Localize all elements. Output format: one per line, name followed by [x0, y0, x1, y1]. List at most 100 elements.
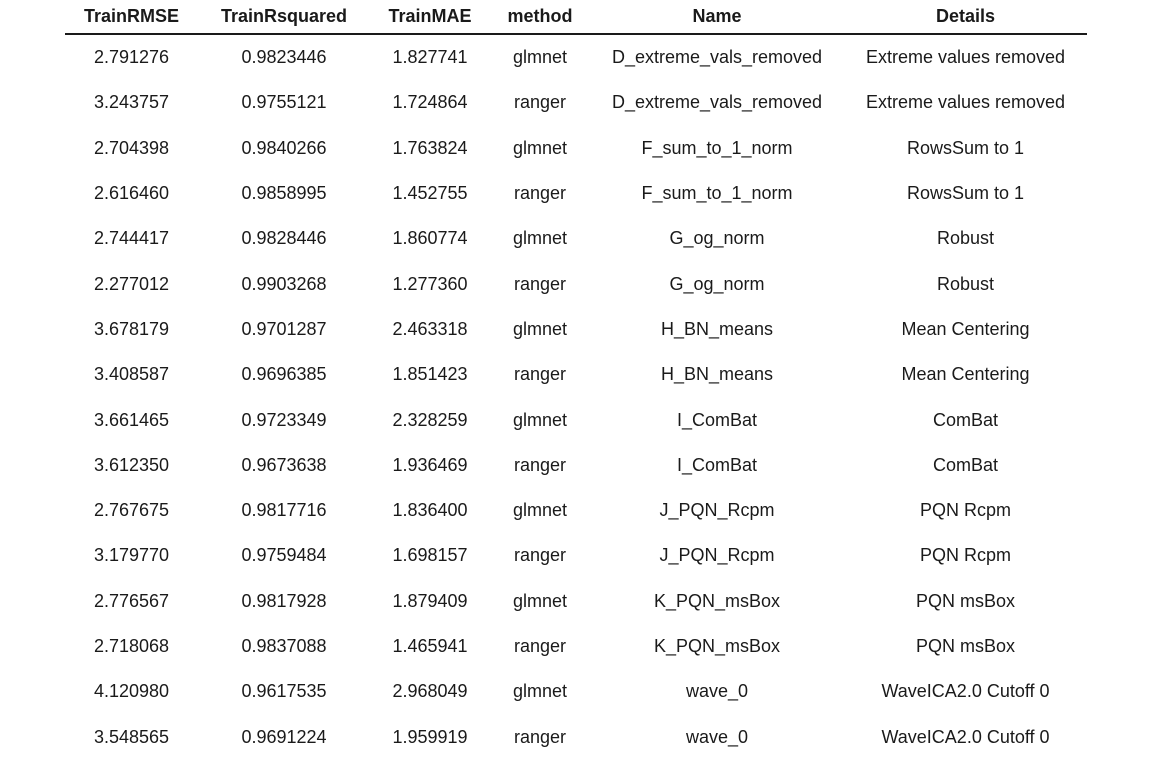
cell-method: glmnet — [512, 137, 568, 158]
cell-train-rmse: 2.277012 — [93, 273, 170, 294]
cell-method: ranger — [513, 454, 567, 475]
table-row: 3.612350 0.9673638 1.936469 ranger I_ComBat C… — [65, 443, 1087, 488]
cell-train-rmse: 2.791276 — [93, 47, 170, 68]
table-row: 3.408587 0.9696385 1.851423 ranger H_BN_mean… — [65, 352, 1087, 397]
cell-method: ranger — [513, 183, 567, 204]
cell-name: I_ComBat — [676, 454, 758, 475]
cell-details: Mean Centering — [901, 318, 1030, 339]
cell-train-mae: 2.968049 — [392, 681, 468, 702]
cell-details: RowsSum to 1 — [906, 183, 1025, 204]
column-header-details: Details — [844, 0, 1087, 35]
cell-method: ranger — [513, 726, 567, 747]
cell-name: J_PQN_Rcpm — [659, 500, 775, 521]
cell-train-rsquared: 0.9858995 — [241, 183, 327, 204]
cell-train-rmse: 4.120980 — [93, 681, 170, 702]
cell-name: D_extreme_vals_removed — [611, 92, 823, 113]
cell-details: Mean Centering — [901, 364, 1030, 385]
cell-train-mae: 1.836400 — [392, 500, 468, 521]
table-row: 2.704398 0.9840266 1.763824 glmnet F_sum_to_… — [65, 126, 1087, 171]
cell-train-rsquared: 0.9723349 — [241, 409, 327, 430]
table-row: 3.548565 0.9691224 1.959919 ranger wave_0 Wav… — [65, 714, 1087, 759]
cell-details: WaveICA2.0 Cutoff 0 — [881, 681, 1050, 702]
cell-train-rsquared: 0.9817716 — [241, 500, 327, 521]
cell-name: G_og_norm — [669, 273, 765, 294]
cell-details: WaveICA2.0 Cutoff 0 — [881, 726, 1050, 747]
cell-train-rsquared: 0.9696385 — [241, 364, 327, 385]
cell-train-mae: 1.452755 — [392, 183, 468, 204]
cell-details: ComBat — [932, 454, 999, 475]
cell-details: Robust — [936, 273, 995, 294]
cell-name: wave_0 — [685, 681, 749, 702]
cell-method: glmnet — [512, 228, 568, 249]
column-header-train-mae: TrainMAE — [370, 0, 490, 35]
cell-name: D_extreme_vals_removed — [611, 47, 823, 68]
cell-details: ComBat — [932, 409, 999, 430]
cell-train-rmse: 2.704398 — [93, 137, 170, 158]
cell-train-rsquared: 0.9823446 — [241, 47, 327, 68]
table-row: 2.744417 0.9828446 1.860774 glmnet G_og_norm… — [65, 216, 1087, 261]
cell-name: H_BN_means — [660, 318, 774, 339]
cell-train-mae: 2.328259 — [392, 409, 468, 430]
cell-train-mae: 1.860774 — [392, 228, 468, 249]
cell-train-rsquared: 0.9701287 — [241, 318, 327, 339]
cell-method: ranger — [513, 636, 567, 656]
cell-name: F_sum_to_1_norm — [641, 137, 793, 158]
cell-name: F_sum_to_1_norm — [641, 183, 793, 204]
cell-name: I_ComBat — [676, 409, 758, 430]
cell-name: J_PQN_Rcpm — [659, 545, 775, 566]
cell-train-mae: 1.827741 — [392, 47, 468, 68]
table-row: 2.277012 0.9903268 1.277360 ranger G_og_norm… — [65, 261, 1087, 306]
table-row: 3.661465 0.9723349 2.328259 glmnet I_ComBat C… — [65, 397, 1087, 442]
cell-train-rmse: 3.678179 — [93, 318, 170, 339]
cell-details: RowsSum to 1 — [906, 137, 1025, 158]
cell-details: PQN msBox — [915, 590, 1016, 611]
cell-method: glmnet — [512, 681, 568, 702]
cell-train-rsquared: 0.9759484 — [241, 545, 327, 566]
cell-method: glmnet — [512, 318, 568, 339]
cell-method: ranger — [513, 273, 567, 294]
cell-train-rmse: 3.661465 — [93, 409, 170, 430]
cell-train-rmse: 2.718068 — [93, 636, 170, 656]
cell-train-mae: 1.763824 — [392, 137, 468, 158]
cell-train-mae: 1.277360 — [392, 273, 468, 294]
cell-name: H_BN_means — [660, 364, 774, 385]
cell-method: glmnet — [512, 590, 568, 611]
cell-train-mae: 1.698157 — [392, 545, 468, 566]
cell-method: ranger — [513, 364, 567, 385]
cell-train-rsquared: 0.9828446 — [241, 228, 327, 249]
cell-train-mae: 1.959919 — [392, 726, 468, 747]
table-header: TrainRMSE TrainRsquared TrainMAE method Name… — [65, 0, 1087, 35]
header-row: TrainRMSE TrainRsquared TrainMAE method Name… — [65, 0, 1087, 35]
column-header-train-rmse: TrainRMSE — [65, 0, 198, 35]
table-row: 2.767675 0.9817716 1.836400 glmnet J_PQN_Rcp… — [65, 488, 1087, 533]
cell-train-rmse: 2.744417 — [93, 228, 170, 249]
cell-train-rsquared: 0.9817928 — [241, 590, 327, 611]
cell-name: G_og_norm — [669, 228, 765, 249]
cell-train-mae: 1.936469 — [392, 454, 468, 475]
table-row: 2.616460 0.9858995 1.452755 ranger F_sum_to_… — [65, 171, 1087, 216]
cell-train-rmse: 3.408587 — [93, 364, 170, 385]
cell-train-rmse: 2.776567 — [93, 590, 170, 611]
cell-method: glmnet — [512, 47, 568, 68]
cell-train-rmse: 3.612350 — [93, 454, 170, 475]
cell-method: ranger — [513, 545, 567, 566]
cell-train-rsquared: 0.9691224 — [241, 726, 327, 747]
cell-details: PQN Rcpm — [919, 500, 1011, 521]
cell-details: Extreme values removed — [865, 47, 1066, 68]
cell-train-rsquared: 0.9837088 — [241, 636, 327, 656]
table-row: 3.243757 0.9755121 1.724864 ranger D_extreme… — [65, 80, 1087, 125]
cell-train-rmse: 3.548565 — [93, 726, 170, 747]
table-body: 2.791276 0.9823446 1.827741 glmnet D_extreme… — [65, 34, 1087, 760]
cell-train-rsquared: 0.9617535 — [241, 681, 327, 702]
cell-method: glmnet — [512, 409, 568, 430]
cell-name: K_PQN_msBox — [653, 590, 781, 611]
cell-train-mae: 1.879409 — [392, 590, 468, 611]
table-row: 2.718068 0.9837088 1.465941 ranger K_PQN_msB… — [65, 624, 1087, 669]
cell-train-rsquared: 0.9903268 — [241, 273, 327, 294]
cell-train-rmse: 3.179770 — [93, 545, 170, 566]
cell-name: K_PQN_msBox — [653, 636, 781, 656]
column-header-name: Name — [590, 0, 844, 35]
table-row: 3.179770 0.9759484 1.698157 ranger J_PQN_Rcp… — [65, 533, 1087, 578]
table-row: 4.120980 0.9617535 2.968049 glmnet wave_0 Wav… — [65, 669, 1087, 714]
cell-details: Robust — [936, 228, 995, 249]
